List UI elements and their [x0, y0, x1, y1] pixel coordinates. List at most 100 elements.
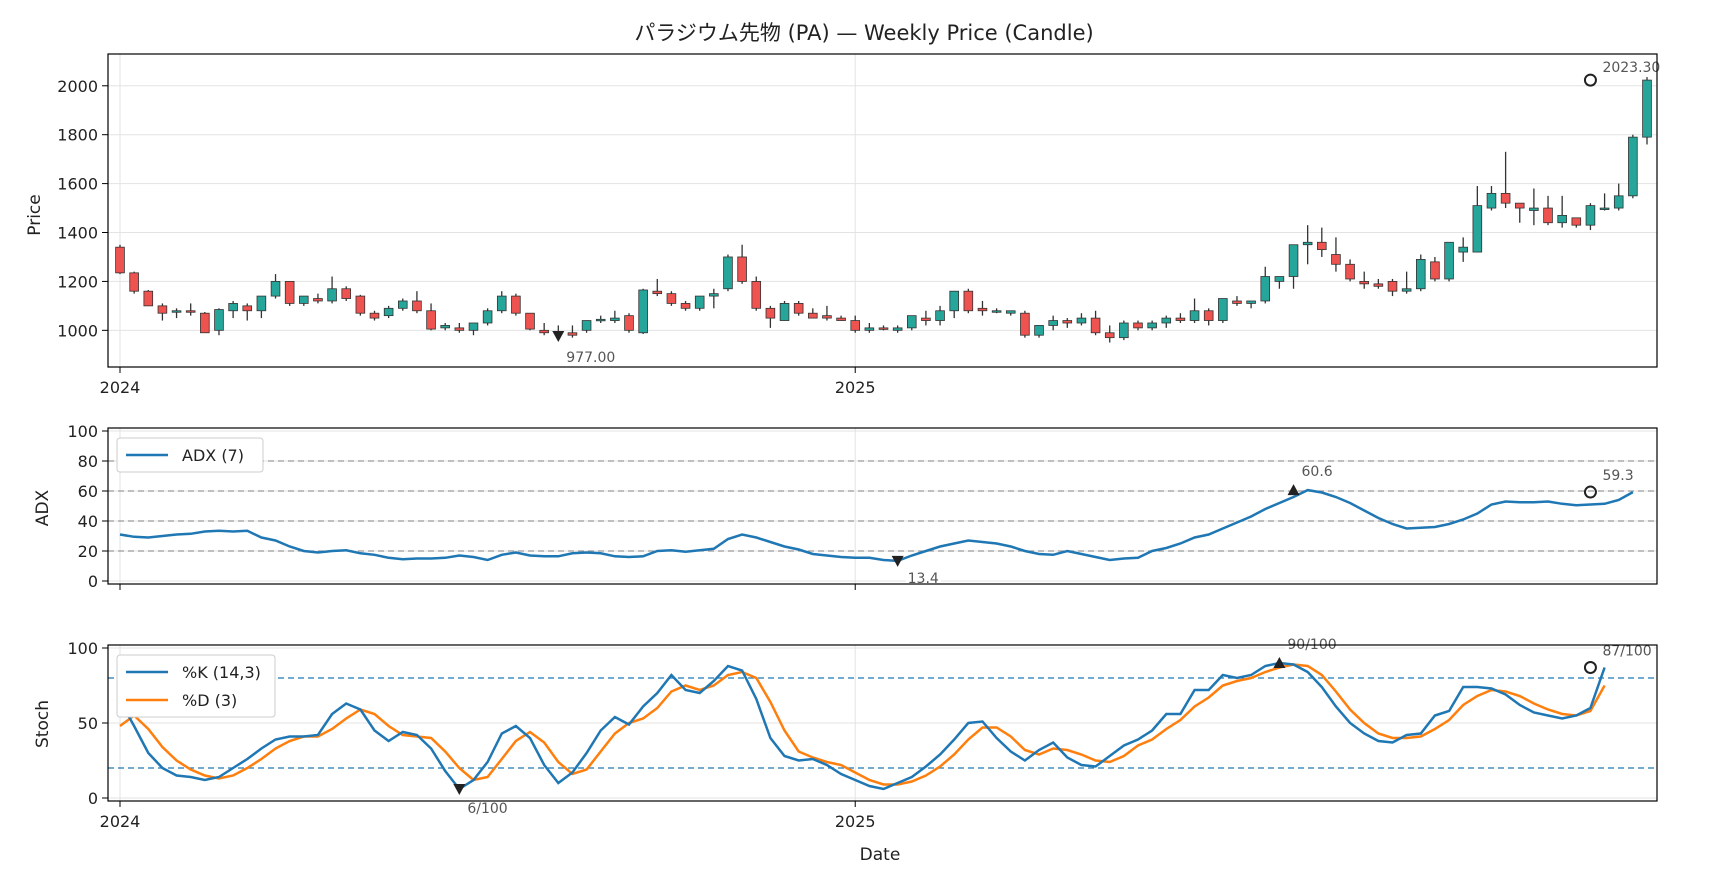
y-tick-label: 80	[78, 452, 98, 471]
candle-down	[129, 272, 139, 292]
candle-up	[1628, 136, 1638, 197]
candle-down	[567, 332, 578, 336]
candle-up	[906, 315, 917, 329]
adx-panel: 0 20 40 60 80 100 60.6 13.4 59.3 ADX (7)	[67, 422, 1658, 591]
candle-up	[935, 310, 945, 321]
chart-title: パラジウム先物 (PA) — Weekly Price (Candle)	[634, 21, 1093, 45]
y-tick-label: 1400	[57, 224, 98, 243]
candle-down	[115, 246, 125, 274]
candle-down	[808, 312, 818, 319]
candle-up	[892, 327, 903, 331]
candle-up	[1557, 214, 1567, 224]
candle-down	[1317, 241, 1327, 251]
annot-bg	[1299, 463, 1335, 482]
candle-down	[822, 315, 832, 319]
stoch-legend	[116, 654, 276, 718]
candle-up	[1147, 322, 1157, 329]
y-tick-label: 40	[78, 512, 98, 531]
candle-up	[327, 288, 337, 302]
y-tick-label: 100	[67, 422, 98, 441]
y-tick-label: 20	[78, 542, 98, 561]
candle-up	[1458, 246, 1468, 253]
candle-up	[949, 290, 959, 312]
y-tick-label: 1200	[57, 272, 98, 291]
min-marker	[891, 555, 904, 567]
candle-up	[1274, 276, 1285, 282]
candle-up	[1302, 241, 1313, 246]
candle-up	[1260, 276, 1271, 302]
candle-down	[1062, 320, 1073, 324]
candle-up	[1076, 317, 1087, 324]
candle-down	[1345, 263, 1355, 280]
candle-down	[242, 305, 253, 312]
candle-down	[1500, 192, 1511, 204]
y-tick-label: 1000	[57, 321, 98, 340]
candle-up	[1529, 207, 1539, 211]
x-axis-label: Date	[860, 845, 901, 865]
candle-up	[864, 327, 875, 331]
candle-up	[1401, 288, 1412, 292]
stoch-legend-d-label: %D (3)	[182, 691, 237, 710]
y-tick-label: 100	[67, 639, 98, 658]
candle-up	[468, 322, 479, 331]
candle-down	[1104, 332, 1115, 339]
annot-bg	[1600, 467, 1636, 486]
x-tick-label: 2024	[100, 812, 141, 831]
candle-up	[171, 310, 182, 313]
candle-up	[779, 303, 790, 321]
y-tick-label: 0	[88, 572, 98, 591]
price-last-label: 2023.30	[1602, 60, 1660, 76]
candle-down	[1359, 281, 1370, 285]
price-min-label: 977.00	[566, 350, 615, 366]
candle-down	[355, 295, 366, 314]
candle-up	[482, 310, 493, 324]
candle-down	[200, 312, 210, 334]
candle-down	[652, 290, 663, 295]
adx-y-label: ADX	[33, 489, 53, 526]
candle-down	[921, 317, 931, 321]
candle-down	[1331, 254, 1341, 265]
y-tick-label: 1800	[57, 126, 98, 145]
adx-min-label: 13.4	[908, 571, 939, 587]
y-tick-label: 50	[78, 714, 98, 733]
candle-up	[1486, 192, 1497, 209]
stoch-d-line	[119, 663, 1606, 786]
adx-line	[119, 488, 1634, 563]
stoch-k-line	[118, 661, 1606, 791]
y-tick-label: 1600	[57, 175, 98, 194]
y-tick-label: 0	[88, 789, 98, 808]
candle-down	[1571, 217, 1582, 226]
candle-up	[1444, 241, 1454, 280]
candle-down	[1175, 317, 1186, 321]
axes-frame	[107, 644, 1658, 802]
min-marker	[552, 330, 565, 342]
candle-up	[1161, 317, 1172, 324]
candle-up	[1415, 259, 1426, 290]
stoch-last-label: 87/100	[1602, 644, 1651, 660]
candle-up	[610, 317, 620, 321]
last-marker	[1583, 485, 1597, 499]
candle-down	[1430, 261, 1440, 280]
candle-down	[737, 256, 747, 282]
candle-up	[1189, 310, 1200, 321]
candle-down	[850, 320, 861, 331]
candle-down	[666, 293, 677, 304]
candle-down	[1232, 300, 1242, 304]
candle-up	[595, 318, 606, 322]
x-tick-label: 2024	[100, 378, 141, 397]
candle-up	[1613, 195, 1624, 209]
candle-up	[694, 295, 705, 309]
candle-up	[256, 295, 267, 312]
candle-up	[1585, 205, 1596, 226]
candle-up	[1288, 244, 1299, 277]
candle-up	[723, 256, 733, 290]
candle-down	[143, 290, 154, 307]
candle-up	[1119, 322, 1129, 339]
price-panel: 1000 1200 1400 1600 1800 2000 2024 2025 977.00 20…	[57, 53, 1663, 397]
candle-down	[426, 310, 436, 330]
candle-down	[836, 317, 846, 321]
candle-up	[228, 303, 238, 312]
candle-down	[313, 298, 323, 302]
candle-down	[963, 290, 974, 312]
annot-bg	[564, 348, 618, 367]
